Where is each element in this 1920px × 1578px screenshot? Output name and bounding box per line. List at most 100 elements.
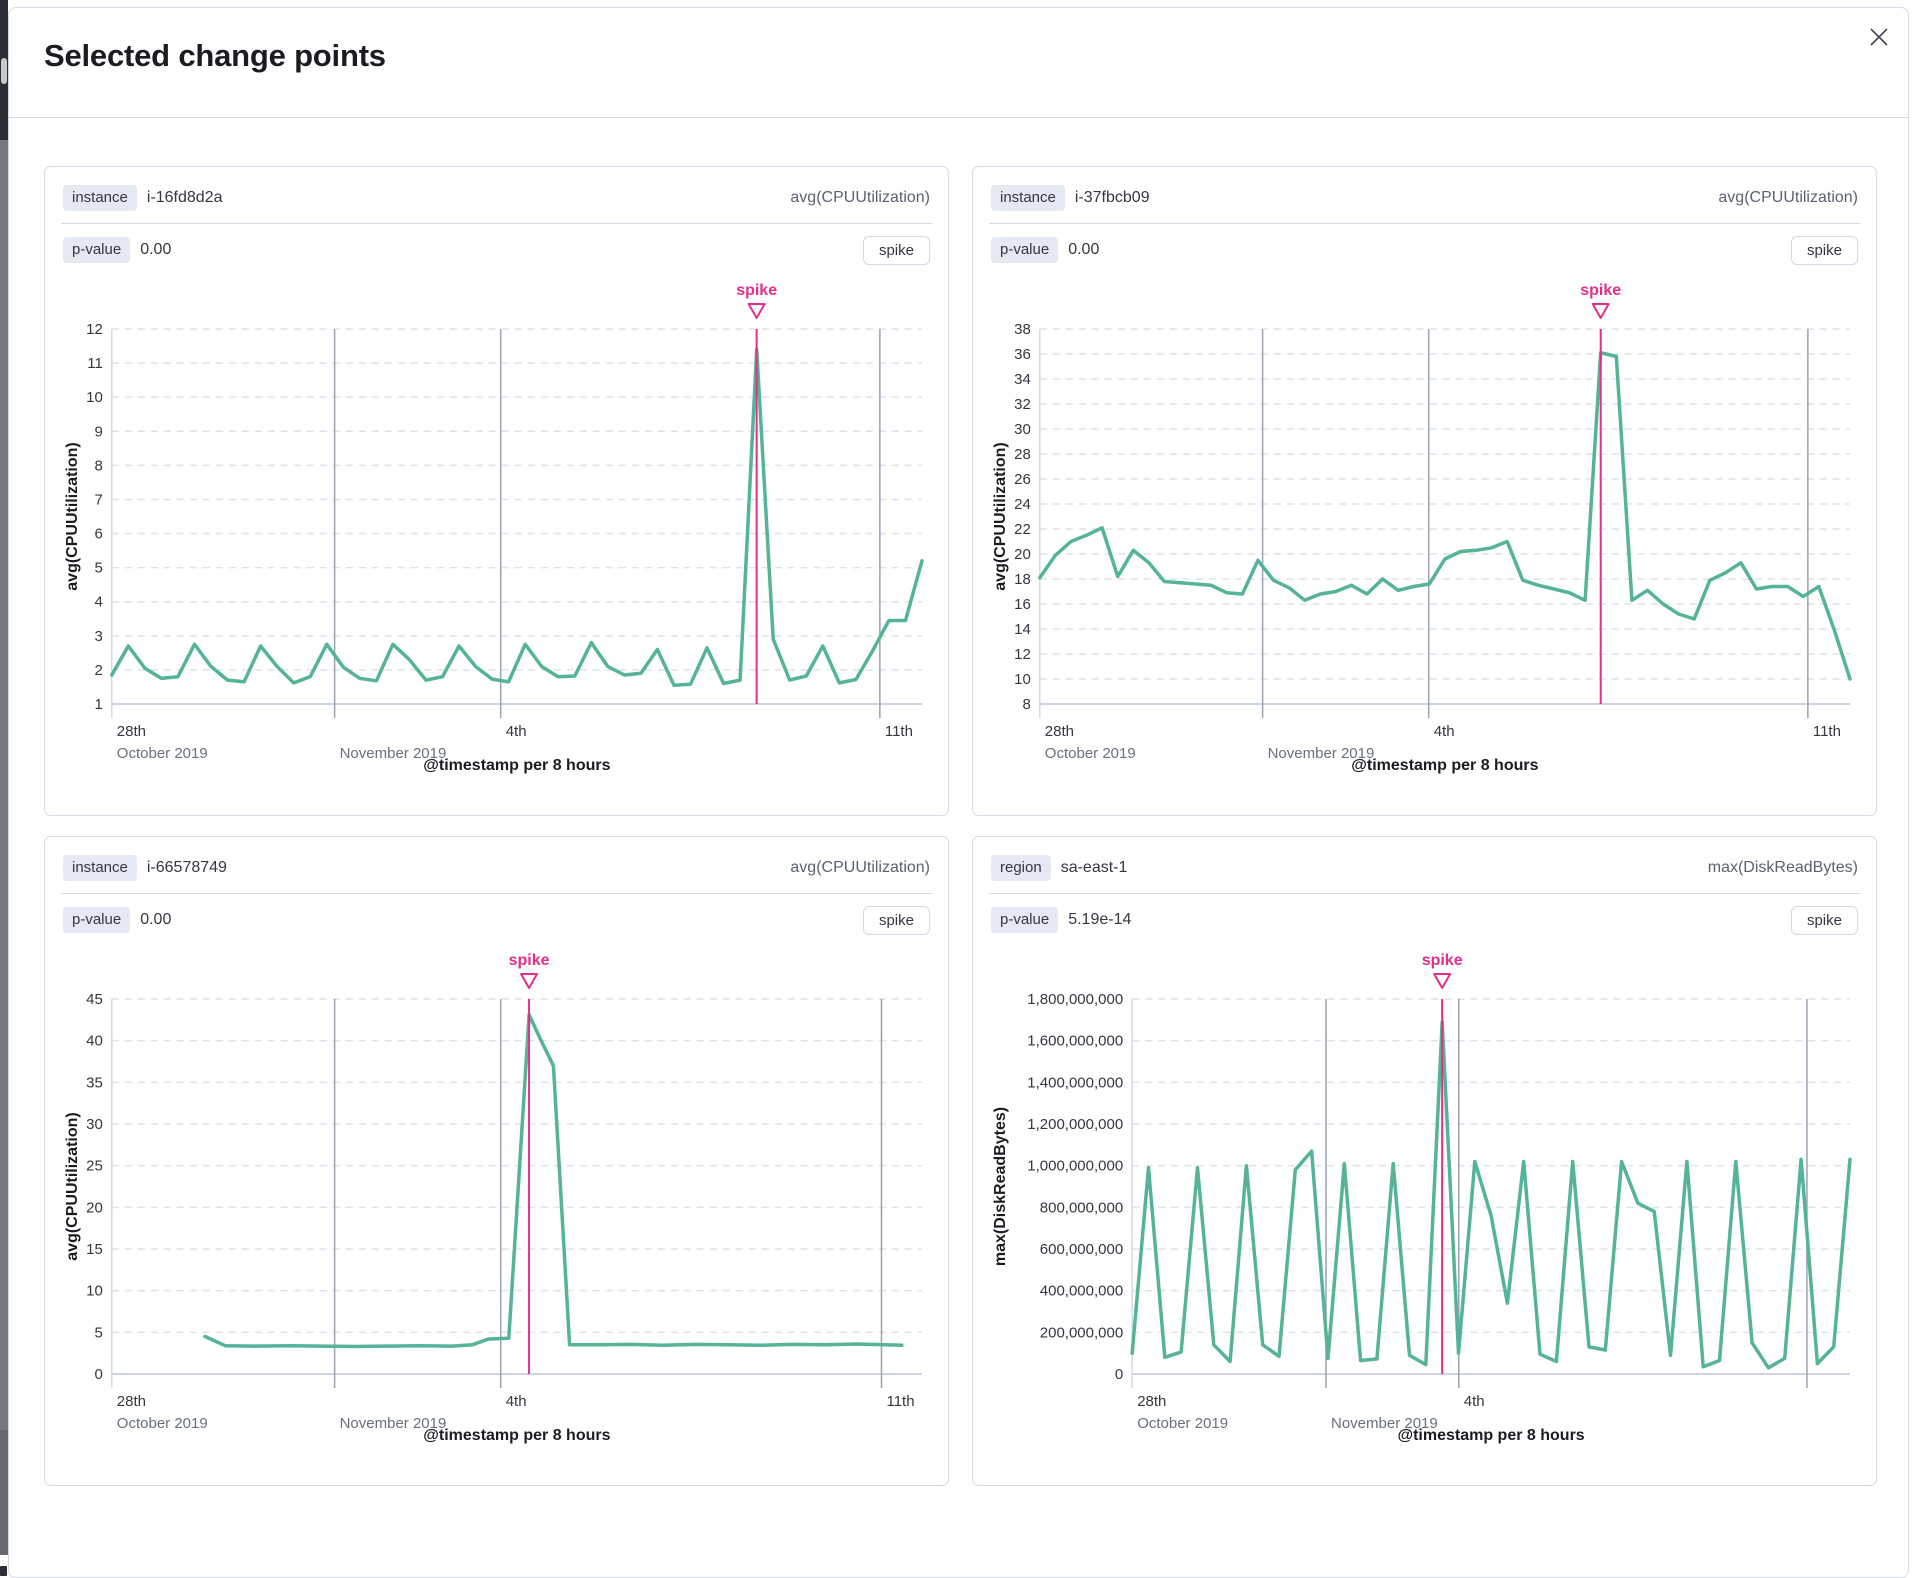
change-point-chart: max(DiskReadBytes) 0 200,000,000 400,000,00… (992, 952, 1852, 1444)
svg-text:28: 28 (1014, 446, 1031, 463)
svg-text:40: 40 (86, 1032, 103, 1049)
svg-text:26: 26 (1014, 471, 1031, 488)
svg-text:10: 10 (86, 1282, 103, 1299)
p-value-row: p-value 0.00 spike (61, 224, 932, 271)
split-field-badge: instance (63, 855, 137, 881)
svg-text:34: 34 (1014, 371, 1031, 388)
split-field-value: i-66578749 (146, 858, 227, 876)
metric-label: avg(CPUUtilization) (790, 858, 930, 876)
metric-label: avg(CPUUtilization) (790, 188, 930, 206)
svg-text:spike: spike (736, 282, 777, 299)
panel-header: instance i-37fbcb09 avg(CPUUtilization) (989, 181, 1860, 224)
svg-text:5: 5 (94, 1324, 102, 1341)
p-value-row: p-value 0.00 spike (61, 894, 932, 941)
p-value-row: p-value 5.19e-14 spike (989, 894, 1860, 941)
close-icon[interactable] (1866, 24, 1892, 50)
svg-text:October 2019: October 2019 (1137, 1415, 1228, 1432)
svg-text:8: 8 (94, 457, 102, 474)
svg-text:October 2019: October 2019 (1045, 745, 1136, 762)
split-field-badge: region (991, 855, 1051, 881)
panel-header: instance i-66578749 avg(CPUUtilization) (61, 851, 932, 894)
change-type-button[interactable]: spike (862, 235, 930, 265)
svg-text:1,800,000,000: 1,800,000,000 (1027, 991, 1123, 1008)
change-point-panel: region sa-east-1 max(DiskReadBytes) p-va… (972, 836, 1877, 1486)
svg-text:11th: 11th (886, 1393, 914, 1410)
change-point-chart: avg(CPUUtilization) 8 10 12 14 16 18 20 22 24 26 28… (992, 282, 1852, 774)
svg-text:avg(CPUUtilization): avg(CPUUtilization) (992, 442, 1009, 590)
svg-text:18: 18 (1014, 571, 1031, 588)
svg-text:11: 11 (87, 355, 103, 372)
svg-text:November 2019: November 2019 (1331, 1415, 1438, 1432)
svg-text:28th: 28th (1045, 723, 1074, 740)
background-fragment (0, 1430, 8, 1555)
metric-label: avg(CPUUtilization) (1718, 188, 1858, 206)
background-fragment (0, 1566, 7, 1576)
svg-text:November 2019: November 2019 (340, 1415, 447, 1432)
svg-text:11th: 11th (1813, 723, 1841, 740)
p-value-badge: p-value (991, 907, 1059, 933)
split-field-value: i-37fbcb09 (1074, 188, 1150, 206)
panels-grid: instance i-16fd8d2a avg(CPUUtilization) … (9, 118, 1908, 1486)
svg-text:October 2019: October 2019 (117, 745, 208, 762)
p-value: 0.00 (1068, 241, 1100, 258)
svg-text:@timestamp per 8 hours: @timestamp per 8 hours (423, 1427, 610, 1444)
svg-text:4th: 4th (1434, 723, 1455, 740)
svg-text:1,600,000,000: 1,600,000,000 (1027, 1032, 1123, 1049)
change-points-modal: Selected change points instance i-16fd8d… (8, 7, 1909, 1578)
svg-text:400,000,000: 400,000,000 (1040, 1282, 1123, 1299)
svg-text:22: 22 (1014, 521, 1031, 538)
svg-text:28th: 28th (1137, 1393, 1166, 1410)
svg-text:avg(CPUUtilization): avg(CPUUtilization) (64, 1112, 81, 1260)
svg-text:4th: 4th (506, 1393, 527, 1410)
svg-text:spike: spike (1422, 952, 1463, 969)
svg-text:2: 2 (94, 661, 102, 678)
background-behind-modal (0, 0, 8, 1578)
svg-text:avg(CPUUtilization): avg(CPUUtilization) (64, 442, 81, 590)
svg-text:@timestamp per 8 hours: @timestamp per 8 hours (1351, 757, 1538, 774)
change-point-chart: avg(CPUUtilization)12345678910111228thOc… (64, 282, 924, 774)
svg-text:@timestamp per 8 hours: @timestamp per 8 hours (1397, 1427, 1584, 1444)
svg-text:7: 7 (94, 491, 102, 508)
p-value-badge: p-value (991, 237, 1059, 263)
svg-text:36: 36 (1014, 346, 1031, 363)
svg-text:spike: spike (1580, 282, 1621, 299)
svg-text:1,400,000,000: 1,400,000,000 (1027, 1074, 1123, 1091)
change-type-button[interactable]: spike (1790, 905, 1858, 935)
svg-text:10: 10 (1014, 671, 1031, 688)
svg-text:November 2019: November 2019 (1268, 745, 1375, 762)
panel-header: region sa-east-1 max(DiskReadBytes) (989, 851, 1860, 894)
svg-text:20: 20 (86, 1199, 103, 1216)
svg-text:0: 0 (94, 1366, 102, 1383)
svg-text:4th: 4th (1464, 1393, 1485, 1410)
svg-text:6: 6 (94, 525, 102, 542)
p-value-row: p-value 0.00 spike (989, 224, 1860, 271)
svg-text:8: 8 (1022, 696, 1030, 713)
p-value-badge: p-value (63, 237, 131, 263)
svg-text:14: 14 (1014, 621, 1031, 638)
svg-text:October 2019: October 2019 (117, 1415, 208, 1432)
panel-header: instance i-16fd8d2a avg(CPUUtilization) (61, 181, 932, 224)
background-fragment (1, 58, 7, 84)
split-field-badge: instance (991, 185, 1065, 211)
modal-header: Selected change points (9, 8, 1908, 118)
svg-text:spike: spike (509, 952, 550, 969)
svg-text:25: 25 (86, 1157, 103, 1174)
svg-text:30: 30 (1014, 421, 1031, 438)
svg-text:max(DiskReadBytes): max(DiskReadBytes) (992, 1106, 1009, 1265)
svg-text:35: 35 (86, 1074, 103, 1091)
svg-text:45: 45 (86, 991, 103, 1008)
svg-text:12: 12 (1014, 646, 1031, 663)
svg-text:0: 0 (1115, 1366, 1123, 1383)
change-point-panel: instance i-37fbcb09 avg(CPUUtilization) … (972, 166, 1877, 816)
svg-text:12: 12 (86, 321, 103, 338)
p-value: 0.00 (140, 241, 172, 258)
split-field-value: i-16fd8d2a (146, 188, 223, 206)
change-type-button[interactable]: spike (862, 905, 930, 935)
svg-text:16: 16 (1014, 596, 1031, 613)
svg-text:20: 20 (1014, 546, 1031, 563)
svg-text:30: 30 (86, 1116, 103, 1133)
svg-text:24: 24 (1014, 496, 1031, 513)
change-type-button[interactable]: spike (1790, 235, 1858, 265)
change-point-panel: instance i-66578749 avg(CPUUtilization) … (44, 836, 949, 1486)
svg-text:4th: 4th (506, 723, 527, 740)
